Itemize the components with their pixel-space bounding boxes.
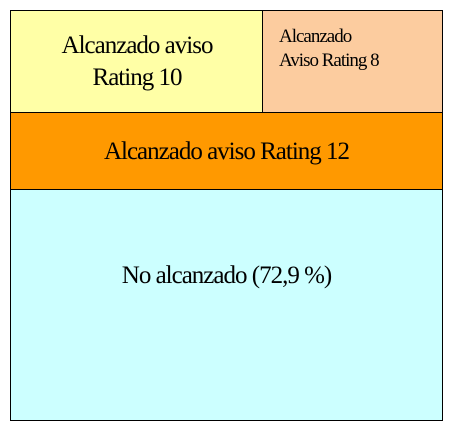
cell-not-reached: No alcanzado (72,9 %) [10,189,443,421]
label: Alcanzado aviso [61,32,214,59]
cell-rating-10: Alcanzado aviso Rating 10 [10,10,264,114]
label: Rating 10 [92,64,183,91]
label: Aviso Rating 8 [279,50,380,71]
label: Alcanzado [279,26,352,47]
cell-rating-8: Alcanzado Aviso Rating 8 [262,10,443,114]
label: No alcanzado (72,9 %) [121,262,332,289]
cell-rating-12: Alcanzado aviso Rating 12 [10,112,443,191]
label: Alcanzado aviso Rating 12 [103,137,350,165]
